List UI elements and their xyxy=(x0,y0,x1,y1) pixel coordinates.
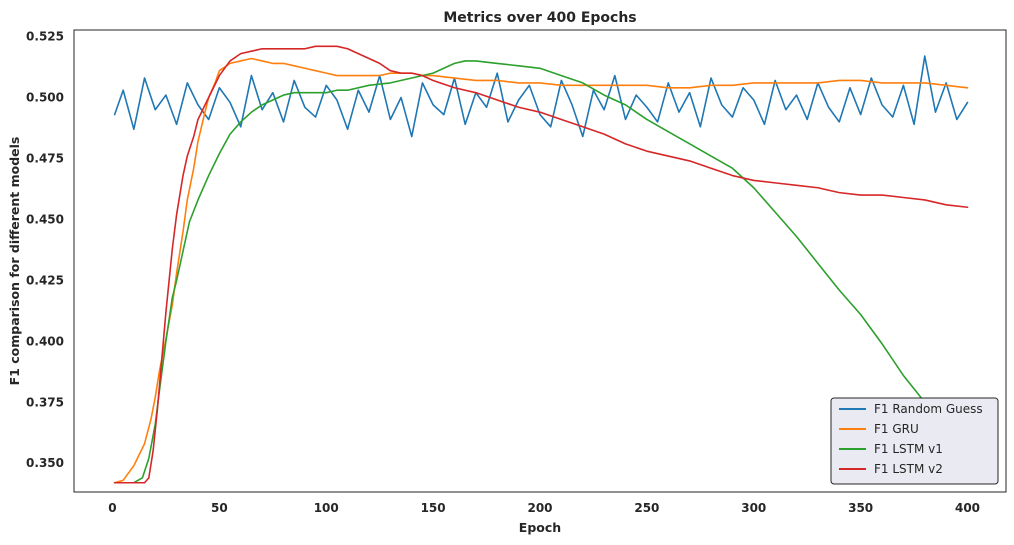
y-axis-label: F1 comparison for different models xyxy=(7,137,22,386)
series-line-3 xyxy=(113,60,969,484)
legend-items: F1 Random Guess F1 GRU F1 LSTM v1 F1 LSTM v… xyxy=(839,402,983,476)
x-tick-label: 0 xyxy=(108,501,116,515)
series-line-1 xyxy=(113,55,969,138)
y-tick-label: 0.525 xyxy=(26,30,64,44)
x-tick-label: 200 xyxy=(527,501,552,515)
x-axis-label: Epoch xyxy=(519,520,561,535)
y-tick-label: 0.450 xyxy=(26,212,64,226)
legend-label-3: F1 LSTM v1 xyxy=(874,442,943,456)
x-tick-label: 250 xyxy=(634,501,659,515)
legend-label-2: F1 GRU xyxy=(874,422,919,436)
x-tick-label: 350 xyxy=(848,501,873,515)
x-tick-label: 150 xyxy=(421,501,446,515)
x-tick-label: 50 xyxy=(211,501,228,515)
x-tick-label: 300 xyxy=(741,501,766,515)
series-layer xyxy=(113,45,969,484)
x-tick-label: 400 xyxy=(955,501,980,515)
y-tick-label: 0.425 xyxy=(26,273,64,287)
series-line-2 xyxy=(113,57,969,484)
legend-box xyxy=(830,397,999,485)
y-tick-label: 0.375 xyxy=(26,395,64,409)
y-axis-ticks: 0.350 0.375 0.400 0.425 0.450 0.475 0.500 0.525 xyxy=(26,30,64,471)
chart-title: Metrics over 400 Epochs xyxy=(443,10,636,26)
x-tick-label: 100 xyxy=(314,501,339,515)
y-tick-label: 0.500 xyxy=(26,91,64,105)
y-tick-label: 0.350 xyxy=(26,456,64,470)
y-tick-label: 0.475 xyxy=(26,151,64,165)
legend-label-4: F1 LSTM v2 xyxy=(874,462,943,476)
y-tick-label: 0.400 xyxy=(26,334,64,348)
series-line-4 xyxy=(113,45,969,484)
x-axis-ticks: 0 50 100 150 200 250 300 350 400 xyxy=(108,501,980,515)
legend: F1 Random Guess F1 GRU F1 LSTM v1 F1 LSTM v… xyxy=(830,397,999,485)
legend-label-1: F1 Random Guess xyxy=(874,402,983,416)
